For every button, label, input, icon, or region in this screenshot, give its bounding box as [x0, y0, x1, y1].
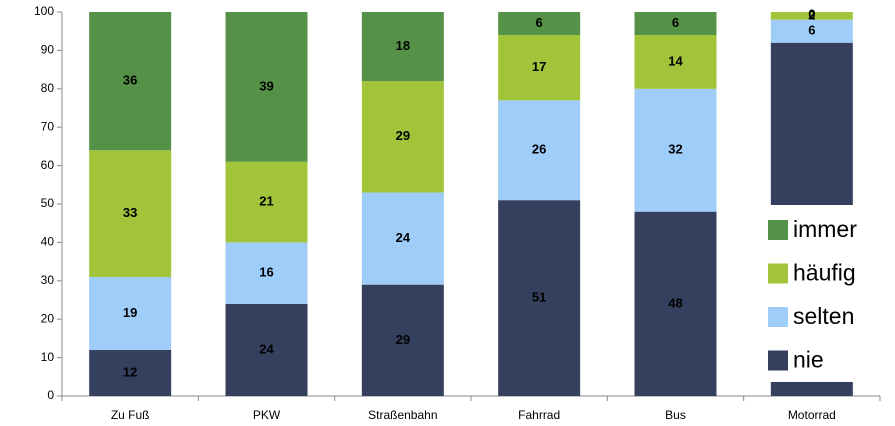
- bar-segment: [770, 19, 853, 43]
- bar-value-label: 29: [396, 332, 410, 347]
- bar-segment: [361, 12, 444, 82]
- bar-segment: [225, 303, 308, 396]
- y-tick-label: 80: [41, 81, 55, 95]
- bar-segment: [361, 284, 444, 396]
- bar-segment: [225, 12, 308, 162]
- legend-swatch: [768, 263, 788, 284]
- x-tick-label: Fahrrad: [518, 408, 560, 422]
- x-tick-label: Motorrad: [788, 408, 836, 422]
- bar-segment: [89, 276, 172, 350]
- bar-value-label: 29: [396, 128, 410, 143]
- bar-value-label: 0: [808, 6, 815, 21]
- y-tick-label: 0: [47, 388, 54, 402]
- y-tick-label: 20: [41, 311, 55, 325]
- bar-segment: [634, 12, 717, 36]
- bar-segment: [634, 88, 717, 212]
- y-tick-label: 100: [34, 4, 54, 18]
- bar-value-label: 19: [123, 305, 137, 320]
- bar-value-label: 51: [532, 290, 546, 305]
- y-tick-label: 50: [41, 196, 55, 210]
- bar-segment: [225, 242, 308, 304]
- x-tick-label: Straßenbahn: [368, 408, 437, 422]
- bar-value-label: 48: [668, 295, 682, 310]
- bar-segment: [498, 100, 581, 201]
- bar-value-label: 6: [672, 15, 679, 30]
- bar-segment: [361, 81, 444, 193]
- bar-value-label: 18: [396, 38, 410, 53]
- bar-segment: [498, 12, 581, 36]
- legend-label: nie: [793, 347, 824, 373]
- bar-value-label: 16: [259, 265, 273, 280]
- bar-value-label: 6: [536, 15, 543, 30]
- bar-value-label: 12: [123, 364, 137, 379]
- bar-segment: [89, 150, 172, 277]
- bar-segment: [634, 211, 717, 396]
- bar-value-label: 14: [668, 53, 683, 68]
- bar-value-label: 32: [668, 142, 682, 157]
- legend-swatch: [768, 350, 788, 371]
- x-tick-label: Zu Fuß: [111, 408, 150, 422]
- legend-label: immer: [793, 216, 857, 242]
- bar-value-label: 39: [259, 78, 273, 93]
- legend-label: selten: [793, 303, 854, 329]
- bar-value-label: 24: [259, 341, 274, 356]
- x-tick-label: Bus: [665, 408, 686, 422]
- y-tick-label: 70: [41, 119, 55, 133]
- bar-value-label: 26: [532, 142, 546, 157]
- bar-segment: [770, 12, 853, 20]
- bar-segment: [361, 192, 444, 285]
- legend-swatch: [768, 307, 788, 327]
- bar-segment: [498, 35, 581, 101]
- y-tick-label: 30: [41, 273, 55, 287]
- bar-value-label: 2: [808, 7, 815, 22]
- y-tick-label: 90: [41, 43, 55, 57]
- y-tick-label: 10: [41, 350, 55, 364]
- bar-segment: [89, 12, 172, 151]
- bar-segment: [225, 161, 308, 243]
- legend-swatch: [768, 220, 788, 240]
- bar-value-label: 36: [123, 73, 137, 88]
- legend-label: häufig: [793, 260, 856, 286]
- bar-value-label: 33: [123, 205, 137, 220]
- bar-segment: [634, 35, 717, 89]
- bar-value-label: 6: [808, 23, 815, 38]
- bar-segment: [89, 349, 172, 396]
- bar-value-label: 24: [396, 230, 411, 245]
- y-tick-label: 40: [41, 235, 55, 249]
- y-tick-label: 60: [41, 158, 55, 172]
- bar-value-label: 17: [532, 59, 546, 74]
- bar-value-label: 21: [259, 194, 273, 209]
- bar-segment: [498, 200, 581, 396]
- x-tick-label: PKW: [253, 408, 281, 422]
